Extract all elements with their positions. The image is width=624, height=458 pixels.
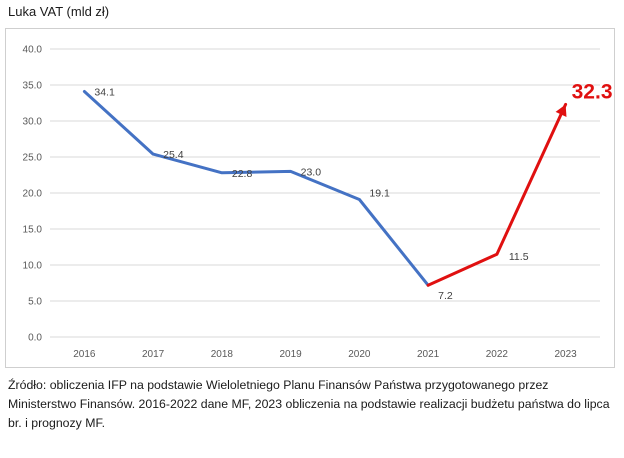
x-tick-label: 2021 [417,349,440,360]
actual-series-line [82,90,430,287]
y-tick-label: 0.0 [28,333,42,344]
line-chart: 0.0 5.0 10.0 15.0 20.0 25.0 30.0 35.0 40.0 2016 20… [23,45,613,361]
y-tick-label: 20.0 [23,189,43,200]
y-tick-label: 15.0 [23,225,43,236]
y-tick-label: 25.0 [23,153,43,164]
x-tick-label: 2019 [280,349,303,360]
chart-area: 0.0 5.0 10.0 15.0 20.0 25.0 30.0 35.0 40.0 2016 20… [5,28,615,368]
x-tick-label: 2018 [211,349,234,360]
data-label: 25.4 [163,149,184,161]
y-tick-label: 5.0 [28,297,42,308]
y-tick-label: 35.0 [23,81,43,92]
x-tick-label: 2017 [142,349,165,360]
x-tick-label: 2023 [555,349,578,360]
forecast-series-line [426,102,568,287]
data-label: 22.8 [232,168,253,180]
data-label: 19.1 [369,187,390,199]
data-label: 11.5 [509,251,529,263]
data-label: 23.0 [301,166,322,178]
data-label: 34.1 [94,86,115,98]
data-label: 7.2 [438,290,453,302]
source-note: Źródło: obliczenia IFP na podstawie Wiel… [8,378,610,430]
chart-title: Luka VAT (mld zł) [8,4,110,19]
x-tick-label: 2020 [348,349,371,360]
forecast-arrowhead [555,104,567,117]
x-tick-label: 2022 [486,349,509,360]
y-tick-label: 10.0 [23,261,43,272]
x-tick-label: 2016 [73,349,96,360]
y-tick-label: 40.0 [23,45,43,56]
y-tick-label: 30.0 [23,117,43,128]
forecast-data-label: 32.3 [572,80,613,103]
